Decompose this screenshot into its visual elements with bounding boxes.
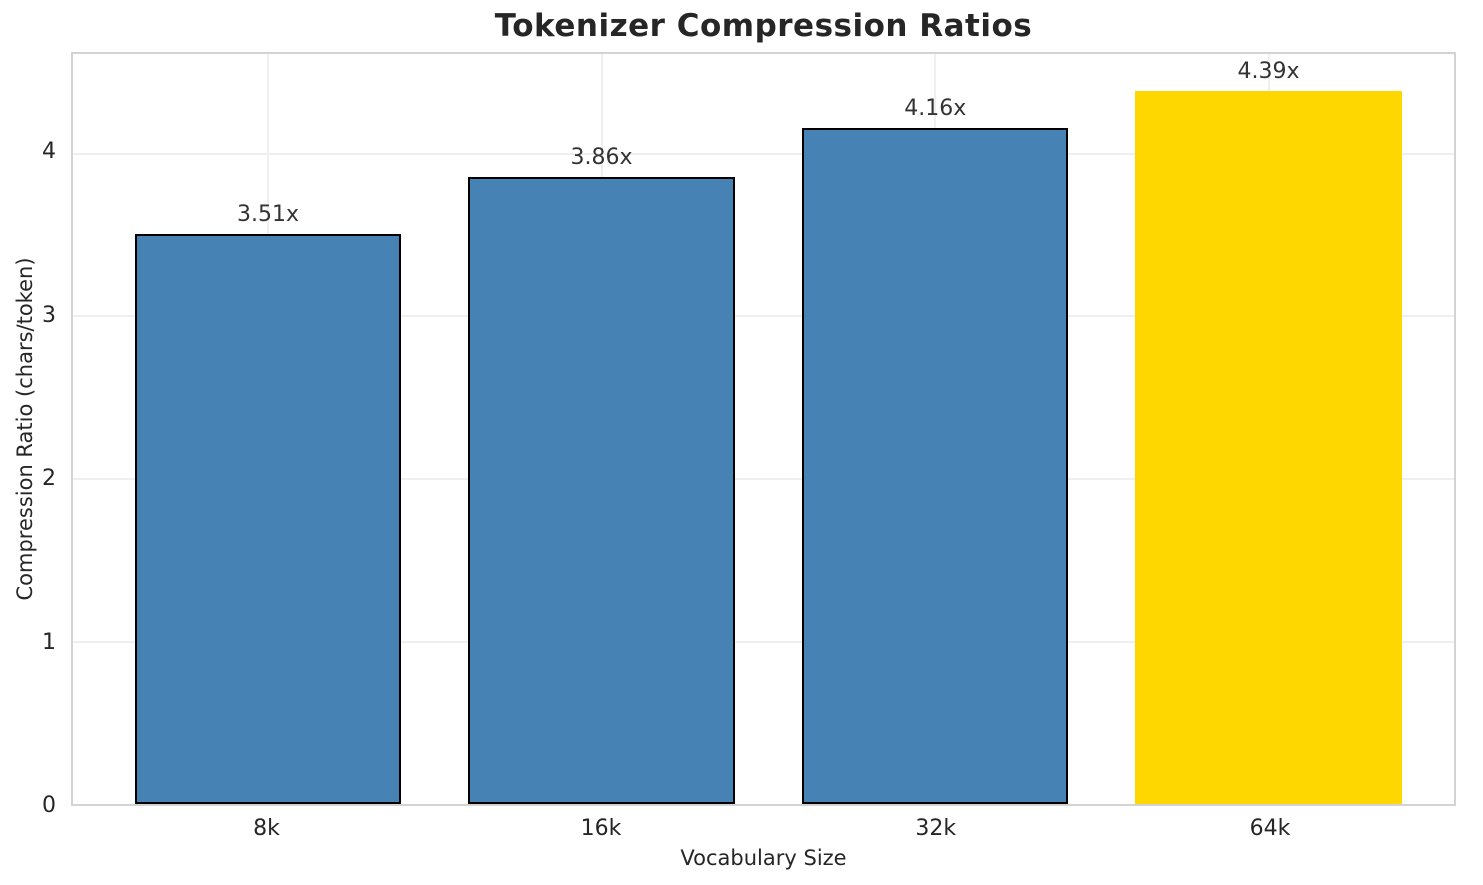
chart-title: Tokenizer Compression Ratios <box>494 8 1033 44</box>
x-axis-label: Vocabulary Size <box>680 846 847 870</box>
bar-8k <box>134 233 402 804</box>
x-tick-label: 8k <box>253 816 280 841</box>
bar-value-label: 3.51x <box>236 201 299 227</box>
y-tick-label: 4 <box>42 139 56 165</box>
x-tick-label: 64k <box>1249 816 1291 841</box>
y-tick-label: 1 <box>42 629 56 655</box>
y-tick-label: 0 <box>42 793 56 818</box>
bar-16k <box>468 176 735 804</box>
bar-value-label: 4.16x <box>904 95 967 121</box>
grid-line-horizontal <box>73 640 1454 643</box>
y-tick-label: 2 <box>42 466 56 492</box>
x-tick-label: 16k <box>580 816 622 841</box>
bar-value-label: 4.39x <box>1237 58 1300 84</box>
plot-area: 3.51x 3.86x 4.16x 4.39x <box>71 52 1456 806</box>
bar-value-label: 3.86x <box>570 144 633 170</box>
bar-64k <box>1135 90 1402 804</box>
grid-line-horizontal <box>73 315 1454 318</box>
y-tick-label: 3 <box>42 302 56 328</box>
grid-line-horizontal <box>73 477 1454 480</box>
grid-line-horizontal <box>73 152 1454 155</box>
bar-32k <box>802 127 1069 804</box>
x-tick-label: 32k <box>915 816 957 841</box>
